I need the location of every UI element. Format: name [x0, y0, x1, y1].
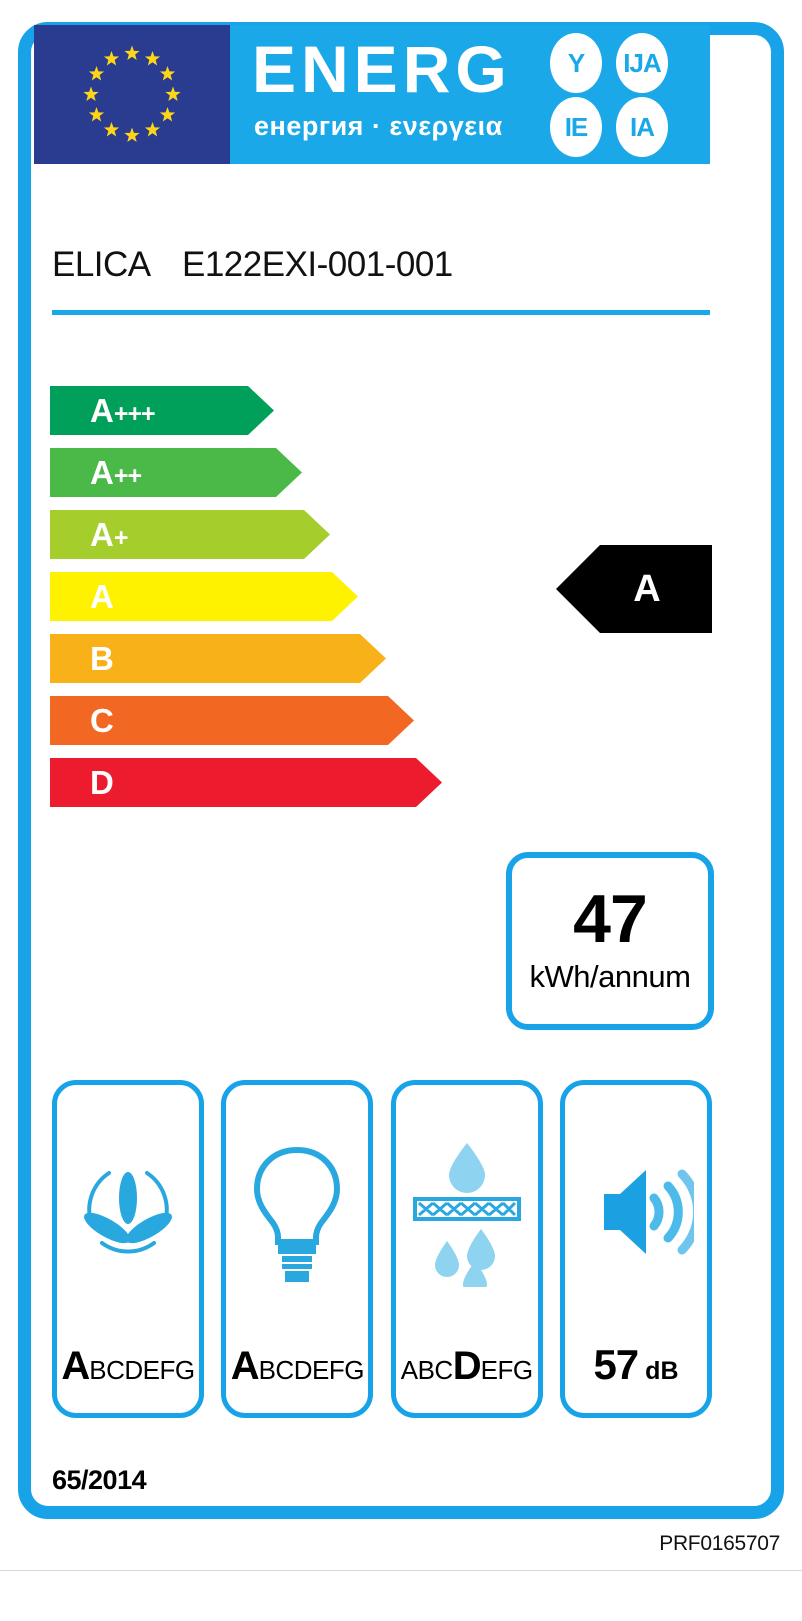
class-bar: A [50, 572, 450, 621]
grease-class-caption: ABCDEFG [396, 1344, 538, 1389]
eu-stars-icon [83, 45, 181, 142]
badge-ie: IE [550, 97, 602, 157]
metric-box-lighting-efficiency: ABCDEFG [221, 1080, 374, 1418]
rating-arrow-shape [556, 545, 712, 633]
annual-consumption-box: 47 kWh/annum [506, 852, 714, 1030]
badge-y: Y [550, 33, 602, 93]
class-bar-plus: +++ [113, 400, 156, 428]
eu-flag-icon [34, 25, 230, 164]
lightbulb-icon [245, 1137, 349, 1287]
class-bar-plus: ++ [113, 462, 142, 490]
metric-box-noise: 57 dB [559, 1080, 712, 1418]
label-header: ENERG енергия · ενεργεια Y IJA IE IA [34, 25, 710, 164]
class-bar-letter: A [90, 392, 114, 429]
rating-class-letter: A [633, 567, 661, 610]
metric-box-fluid-dynamic-efficiency: ABCDEFG [52, 1080, 204, 1418]
fan-icon [76, 1137, 180, 1287]
noise-value: 57 [593, 1341, 639, 1388]
class-bar-shape [50, 758, 442, 807]
class-bar: B [50, 634, 450, 683]
grease-class-letter: D [452, 1344, 482, 1388]
class-bar-label: A + [50, 516, 129, 553]
bottom-divider [0, 1570, 802, 1571]
class-bar: C [50, 696, 450, 745]
class-bar-label: A ++ [50, 454, 142, 491]
energ-band: ENERG енергия · ενεργεια Y IJA IE IA [230, 25, 710, 164]
class-bar-letter: A [90, 578, 114, 615]
fan-class-caption: ABCDEFG [57, 1344, 199, 1389]
reference-code: PRF0165707 [659, 1532, 780, 1555]
energ-subtitle: енергия · ενεργεια [254, 111, 503, 141]
class-bar: D [50, 758, 450, 807]
class-bar-label: B [50, 642, 114, 675]
model-name: E122EXI-001-001 [182, 245, 453, 284]
metric-box-grease-filtering-efficiency: ABCDEFG [390, 1080, 543, 1418]
class-bar-letter: A [90, 516, 114, 553]
rating-arrow: A [556, 545, 712, 633]
energ-badges: Y IJA IE IA [544, 33, 704, 157]
class-bar-label: D [50, 766, 114, 799]
class-bar-letter: C [90, 702, 114, 739]
energy-class-scale: A +++ A ++ A + A B C D [50, 386, 450, 820]
class-bar-label: A [50, 580, 114, 613]
class-bar-label: A +++ [50, 392, 156, 429]
lighting-class-rest: BCDEFG [258, 1355, 365, 1385]
class-bar-shape [50, 386, 274, 435]
class-bar-shape [50, 572, 358, 621]
energ-wordmark: ENERG [252, 32, 512, 106]
class-bar: A + [50, 510, 450, 559]
metric-boxes: ABCDEFG ABCDEFG [52, 1080, 712, 1418]
class-bar-shape [50, 696, 414, 745]
brand-row: ELICA E122EXI-001-001 [52, 245, 712, 291]
class-bar-plus: + [113, 524, 129, 552]
class-bar-letter: A [90, 454, 114, 491]
badge-ija: IJA [616, 33, 668, 93]
regulation-number: 65/2014 [52, 1465, 147, 1495]
class-bar-shape [50, 510, 330, 559]
class-bar-shape [50, 448, 302, 497]
noise-caption: 57 dB [565, 1341, 707, 1389]
annual-consumption-unit: kWh/annum [529, 959, 691, 995]
brand-name: ELICA [52, 245, 151, 284]
class-bar: A ++ [50, 448, 450, 497]
badge-ia: IA [616, 97, 668, 157]
lighting-class-caption: ABCDEFG [226, 1344, 368, 1389]
brand-divider [52, 310, 710, 315]
fan-class-letter: A [61, 1344, 90, 1388]
speaker-icon [578, 1137, 694, 1287]
noise-unit: dB [645, 1357, 679, 1385]
class-bar-shape [50, 634, 386, 683]
class-bar-letter: D [90, 764, 114, 801]
class-bar-label: C [50, 704, 114, 737]
fan-class-rest: BCDEFG [89, 1355, 195, 1385]
class-bar: A +++ [50, 386, 450, 435]
grease-class-post: EFG [480, 1355, 533, 1385]
annual-consumption-value: 47 [573, 880, 648, 957]
lighting-class-letter: A [230, 1344, 260, 1388]
grease-filter-icon [409, 1137, 525, 1287]
class-bar-letter: B [90, 640, 114, 677]
grease-class-pre: ABC [400, 1355, 453, 1385]
